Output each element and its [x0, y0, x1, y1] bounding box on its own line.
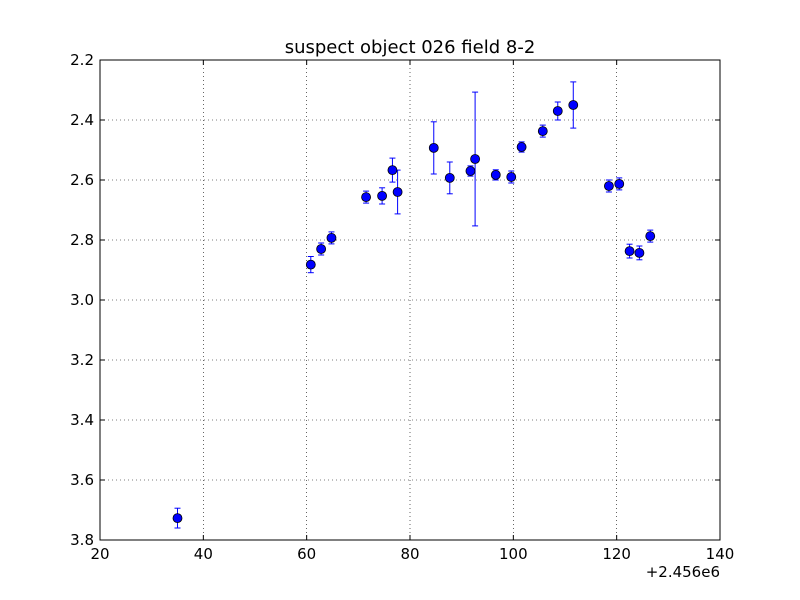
- data-point: [506, 172, 517, 182]
- data-point: [516, 142, 527, 152]
- x-tick-label: 20: [90, 545, 109, 563]
- data-point: [568, 100, 579, 110]
- data-point: [490, 169, 501, 180]
- y-tick-label: 3.0: [70, 291, 94, 309]
- x-tick-label: 80: [400, 545, 419, 563]
- data-point: [316, 244, 327, 254]
- data-points: [172, 100, 656, 523]
- x-tick-label: 120: [602, 545, 631, 563]
- data-point: [326, 232, 337, 243]
- x-tick-label: 40: [194, 545, 213, 563]
- x-tick-label: 140: [706, 545, 735, 563]
- data-point: [470, 154, 481, 164]
- y-tick-label: 2.8: [70, 231, 94, 249]
- data-point: [392, 187, 403, 197]
- plot-frame: [99, 59, 721, 541]
- y-tick-label: 2.6: [70, 171, 94, 189]
- data-point: [444, 172, 455, 183]
- chart-title: suspect object 026 field 8-2: [285, 37, 536, 58]
- y-tick-label: 2.2: [70, 51, 94, 69]
- data-point: [361, 192, 371, 203]
- data-point: [305, 259, 316, 270]
- data-point: [387, 165, 398, 176]
- y-tick-label: 3.6: [70, 471, 94, 489]
- data-point: [377, 190, 388, 201]
- data-point: [428, 142, 439, 153]
- data-point: [552, 106, 563, 116]
- data-point: [465, 166, 476, 176]
- data-point: [172, 513, 183, 523]
- y-tick-label: 3.4: [70, 411, 94, 429]
- y-tick-label: 3.8: [70, 531, 94, 549]
- data-point: [645, 231, 656, 242]
- data-point: [537, 126, 548, 137]
- y-tick-label: 2.4: [70, 111, 94, 129]
- data-point: [634, 247, 645, 258]
- data-point: [614, 178, 625, 189]
- x-tick-label: 100: [499, 545, 528, 563]
- axis-ticks: 20 40 60 80 100 120 140 2.2 2.4 2.6 2.8 3.0 3.2 3.4 3.…: [70, 51, 734, 563]
- y-tick-label: 3.2: [70, 351, 94, 369]
- data-point: [604, 181, 614, 191]
- data-point: [624, 246, 635, 257]
- x-offset-label: +2.456e6: [646, 563, 720, 581]
- x-tick-label: 60: [297, 545, 316, 563]
